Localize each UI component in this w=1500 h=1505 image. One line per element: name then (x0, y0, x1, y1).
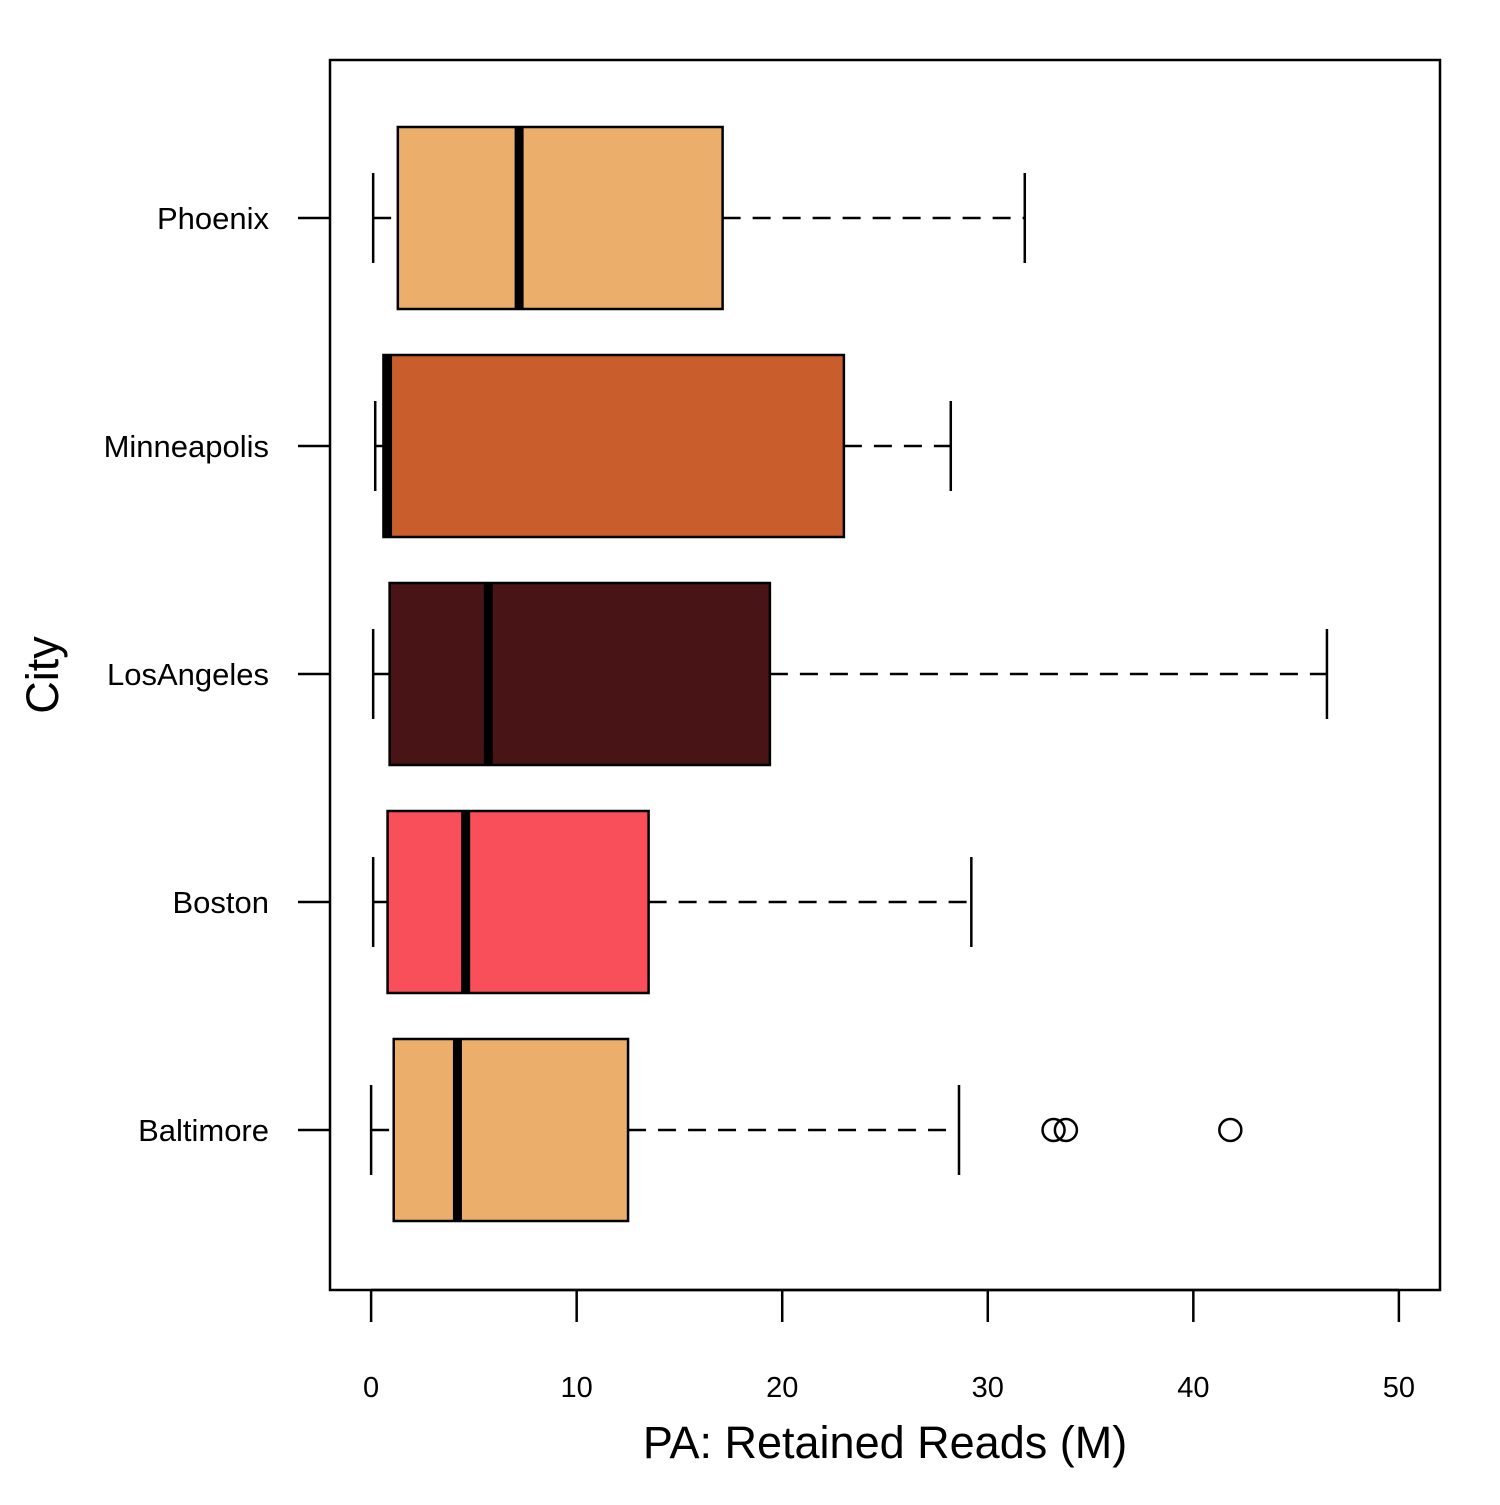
x-tick-label: 0 (363, 1372, 379, 1404)
y-tick-label: Phoenix (157, 201, 270, 236)
y-tick-label: Minneapolis (104, 429, 269, 464)
outlier-point (1053, 1117, 1079, 1143)
y-axis-title: City (17, 636, 68, 714)
box-baltimore (392, 1037, 630, 1223)
x-tick-label: 50 (1383, 1372, 1415, 1404)
outlier-point (1218, 1117, 1243, 1143)
x-tick-label: 40 (1177, 1372, 1209, 1404)
x-axis-title: PA: Retained Reads (M) (643, 1417, 1127, 1468)
x-tick-label: 10 (561, 1372, 593, 1404)
y-tick-label: LosAngeles (107, 657, 269, 692)
y-tick-label: Baltimore (138, 1113, 269, 1148)
box-phoenix (396, 125, 724, 311)
plot-layer: 0 10 20 30 40 50 Baltimore Boston LosAngeles Minn… (104, 58, 1442, 1404)
box-boston (386, 809, 650, 995)
outlier-point (1041, 1117, 1066, 1143)
box-losangeles (388, 581, 772, 767)
x-tick-label: 30 (972, 1372, 1004, 1404)
x-tick-label: 20 (766, 1372, 798, 1404)
box-minneapolis (382, 353, 846, 539)
y-tick-label: Boston (172, 885, 269, 920)
